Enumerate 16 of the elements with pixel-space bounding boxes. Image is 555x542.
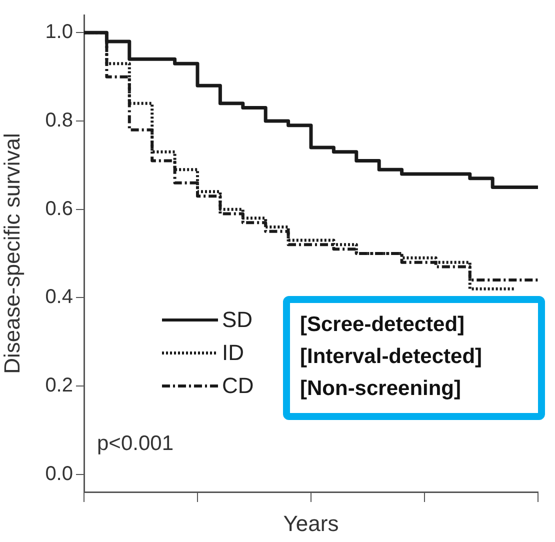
y-tick-label: 0.8 [45,110,73,132]
y-axis-title: Disease-specific survival [0,133,24,374]
legend-label: ID [222,340,244,366]
annotation: p<0.001 [97,432,174,456]
annotation: [Non-screening] [300,376,462,402]
y-tick-label: 0.2 [45,374,73,397]
legend-label: SD [222,307,253,332]
y-tick-label: 0.0 [45,462,73,485]
x-axis-title: Years [283,510,339,536]
annotation: [Interval-detected] [300,344,484,370]
y-tick-label: 1.0 [45,21,73,44]
y-tick-label: 0.6 [45,198,73,220]
annotation: [Scree-detected] [300,312,466,338]
legend-label: CD [222,373,254,398]
y-tick-label: 0.4 [45,286,73,308]
callout-outline: [Scree-detected] [Interval-detected] [Non-screening] [283,296,545,420]
